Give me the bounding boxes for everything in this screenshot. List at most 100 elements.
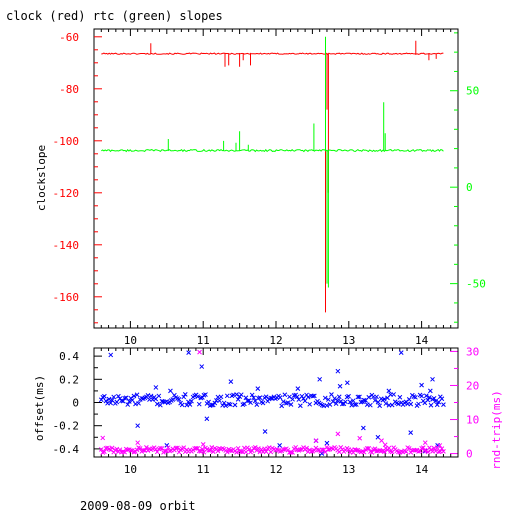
magenta-outlier-point <box>200 442 206 447</box>
magenta-band-point <box>308 449 314 454</box>
blue-outlier-point <box>153 385 159 390</box>
blue-band-point <box>339 401 345 407</box>
magenta-band-point <box>263 449 269 454</box>
magenta-band-point <box>324 444 330 450</box>
y2-tick-label: 0 <box>466 181 473 194</box>
blue-band-point <box>249 392 255 398</box>
magenta-band-point <box>134 447 140 453</box>
magenta-band-point <box>173 445 179 451</box>
top-panel: -60 -80 -100 -120 -140 -160 50 0 -50 10 11 12 13 14… <box>35 28 486 347</box>
bottom-right-axis: 30 20 10 0 <box>450 345 479 461</box>
blue-band-point <box>116 393 121 399</box>
blue-outlier-point <box>204 416 210 422</box>
blue-band-point <box>106 396 112 402</box>
bottom-panel: 0.4 0.2 0 -0.2 -0.4 30 20 10 0 10 11 12 13 14 offse… <box>33 345 503 476</box>
blue-outlier-point <box>262 429 268 434</box>
blue-outlier-point <box>335 368 341 374</box>
blue-band-point <box>428 402 434 408</box>
magenta-band-point <box>381 449 387 455</box>
y-tick-label: -120 <box>53 187 80 200</box>
magenta-band-point <box>117 447 123 453</box>
blue-band-point <box>431 395 437 401</box>
blue-band-point <box>377 403 383 409</box>
blue-band-point <box>367 402 373 408</box>
magenta-outlier-point <box>100 435 106 441</box>
footer-caption: 2009-08-09 orbit <box>80 499 196 512</box>
blue-band-point <box>332 396 337 401</box>
blue-outlier-point <box>135 423 141 429</box>
blue-band-point <box>374 394 379 400</box>
blue-outlier-point <box>295 386 301 391</box>
blue-band-point <box>279 403 285 409</box>
magenta-outlier-point <box>382 442 388 448</box>
blue-band-point <box>439 396 445 402</box>
blue-band-point <box>338 399 344 404</box>
blue-band-point <box>311 393 317 399</box>
blue-band-point <box>238 392 244 398</box>
blue-band-point <box>125 402 131 407</box>
blue-band-point <box>156 393 162 399</box>
blue-band-point <box>159 398 165 404</box>
blue-band-point <box>294 394 300 400</box>
blue-band-point <box>366 394 372 400</box>
magenta-band-point <box>413 447 418 453</box>
blue-outlier-point <box>419 382 424 388</box>
blue-band-point <box>290 396 295 402</box>
magenta-band-point <box>137 446 143 451</box>
bottom-series-group <box>98 349 446 456</box>
blue-band-point <box>423 393 429 399</box>
blue-band-point <box>282 392 288 398</box>
red-series-line <box>101 40 444 313</box>
blue-outlier-point <box>199 364 205 369</box>
blue-band-point <box>299 393 305 399</box>
blue-outlier-point <box>324 440 330 446</box>
blue-band-point <box>419 393 425 399</box>
blue-band-point <box>187 402 193 407</box>
blue-band-point <box>301 396 306 401</box>
blue-outlier-point <box>344 380 350 386</box>
magenta-band-point <box>234 450 239 455</box>
magenta-band-point <box>228 448 233 453</box>
blue-band-point <box>302 398 308 404</box>
bottom-plot-frame <box>93 347 459 458</box>
x-tick-label: 11 <box>197 334 210 347</box>
blue-outlier-point <box>168 388 173 394</box>
blue-band-point <box>329 392 334 397</box>
top-y-axis-label: clockslope <box>35 145 48 211</box>
magenta-band-point <box>319 447 325 453</box>
magenta-band-point <box>122 449 127 455</box>
blue-band-point <box>196 401 202 407</box>
blue-band-point <box>248 400 253 406</box>
top-x-axis: 10 11 12 13 14 <box>93 29 459 347</box>
blue-band-point <box>260 400 266 406</box>
top-series-group <box>101 36 444 313</box>
y-tick-label: 0 <box>72 397 79 410</box>
bottom-left-axis: 0.4 0.2 0 -0.2 -0.4 <box>53 350 102 456</box>
blue-band-point <box>103 398 109 404</box>
x-tick-label: 10 <box>124 334 137 347</box>
blue-band-point <box>406 396 412 402</box>
blue-band-point <box>357 394 362 400</box>
y-tick-label: -0.4 <box>53 443 80 456</box>
magenta-band-point <box>406 446 412 451</box>
y-tick-label: -100 <box>53 135 80 148</box>
blue-band-point <box>245 398 250 404</box>
magenta-outlier-point <box>357 435 363 441</box>
blue-band-point <box>224 393 230 399</box>
magenta-band-point <box>361 449 367 455</box>
blue-band-point <box>324 403 330 408</box>
blue-band-point <box>397 394 403 400</box>
blue-band-point <box>322 395 328 401</box>
x-tick-label: 14 <box>415 334 429 347</box>
blue-band-point <box>136 400 141 406</box>
top-right-axis: 50 0 -50 <box>450 32 486 323</box>
magenta-band-point <box>304 445 309 451</box>
magenta-band-point <box>175 445 180 451</box>
blue-outlier-point <box>408 430 414 436</box>
magenta-band-point <box>196 448 202 454</box>
magenta-band-point <box>128 448 134 453</box>
blue-band-point <box>170 397 176 402</box>
bottom-y2-axis-label: rnd-trip(ms) <box>490 390 503 469</box>
magenta-band-point <box>288 450 294 455</box>
